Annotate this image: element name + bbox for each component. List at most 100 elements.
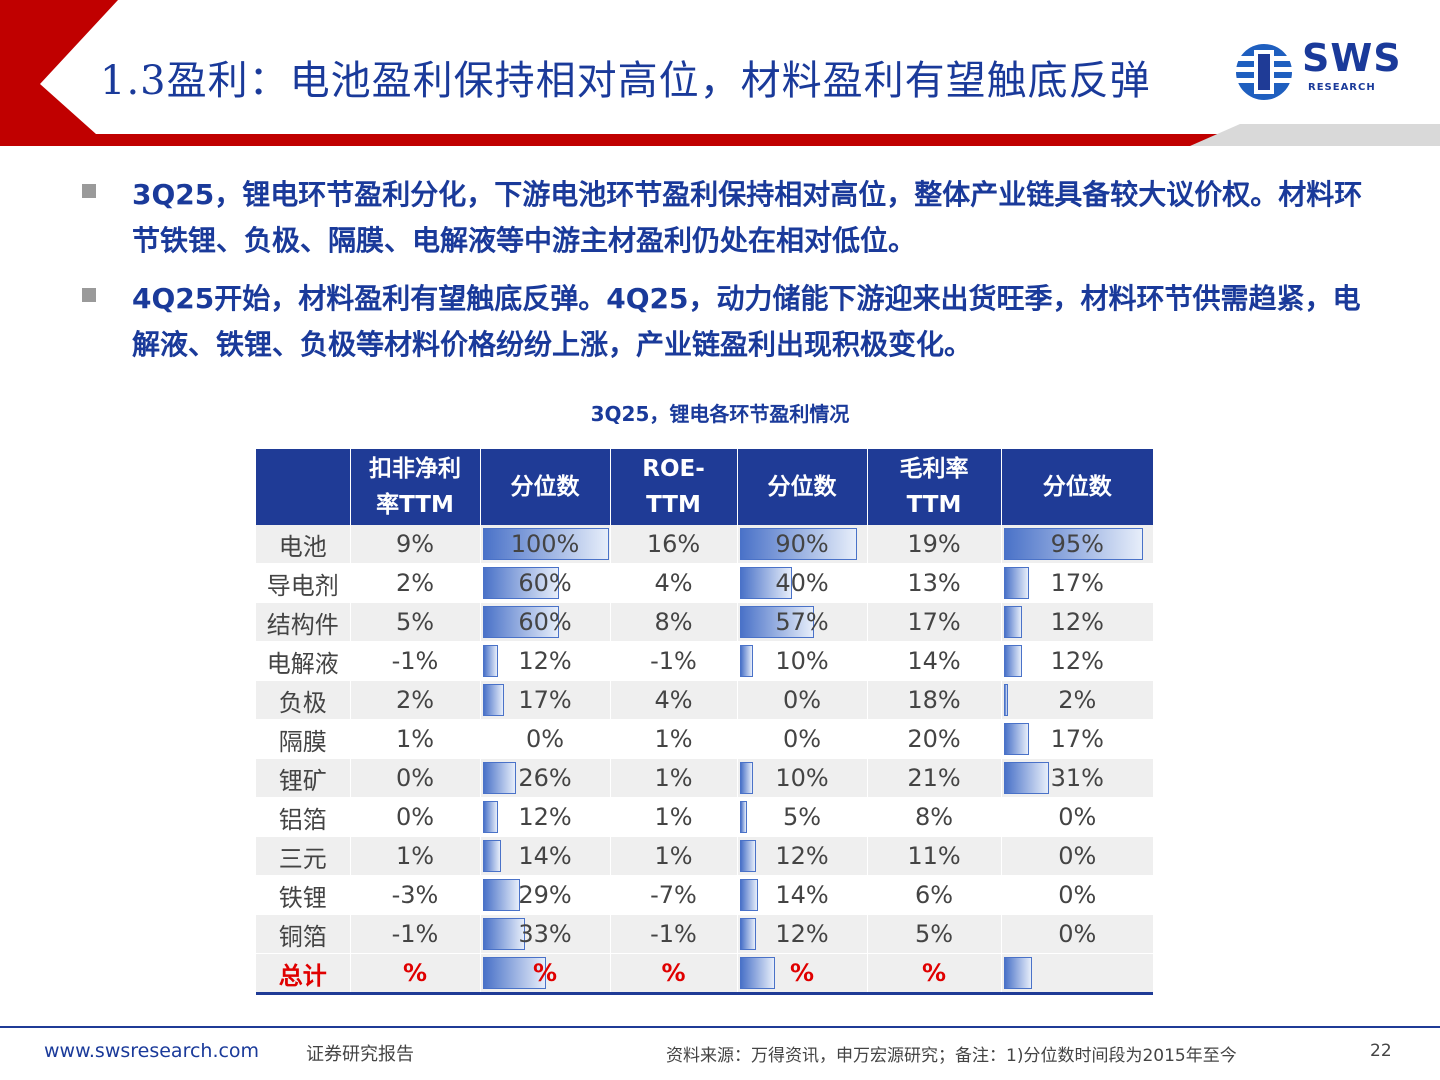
roe-cell: -1% xyxy=(609,914,737,954)
header-percentile: 分位数 xyxy=(1000,449,1153,525)
percentile-value: 12% xyxy=(518,647,572,675)
percentile-value: 0% xyxy=(1058,803,1097,831)
gross-margin-cell: 13% xyxy=(866,563,1001,603)
table-total-row: 总计%%%%% xyxy=(256,953,1153,994)
percentile-value: 12% xyxy=(775,920,829,948)
sws-logo: SWS RESEARCH xyxy=(1232,36,1412,104)
footer-url[interactable]: www.swsresearch.com xyxy=(44,1040,260,1062)
gross-margin-cell: 11% xyxy=(866,836,1001,876)
roe-percentile-cell: 90% xyxy=(736,525,867,564)
percentile-value: 17% xyxy=(1050,569,1104,597)
table-row: 锂矿 0% 26% 1% 10% 21% 31% xyxy=(256,758,1153,798)
net-profit-cell: 2% xyxy=(349,563,480,603)
table-row: 铝箔 0% 12% 1% 5% 8% 0% xyxy=(256,797,1153,837)
percentile-bar xyxy=(482,528,609,560)
gross-margin-percentile-cell: 12% xyxy=(1000,641,1153,681)
percentile-bar xyxy=(739,567,792,599)
percentile-value: 40% xyxy=(775,569,829,597)
net-profit-cell: 1% xyxy=(349,836,480,876)
percentile-bar xyxy=(739,645,753,677)
page-number: 22 xyxy=(1370,1041,1392,1061)
net-profit-cell: 1% xyxy=(349,719,480,759)
bullet-item: 3Q25，锂电环节盈利分化，下游电池环节盈利保持相对高位，整体产业链具备较大议价… xyxy=(80,172,1380,264)
percentile-value: 12% xyxy=(1050,608,1104,636)
percentile-value: 0% xyxy=(1058,881,1097,909)
gross-margin-cell: 21% xyxy=(866,758,1001,798)
percentile-value: 29% xyxy=(518,881,572,909)
gross-margin-percentile-cell: 2% xyxy=(1000,680,1153,720)
gross-margin-percentile-cell: 31% xyxy=(1000,758,1153,798)
profitability-table: 扣非净利 率TTM 分位数 ROE- TTM 分位数 毛利率 TTM 分位数 电池 9%… xyxy=(256,449,1153,995)
net-profit-percentile-cell: 0% xyxy=(479,719,610,759)
footer-divider xyxy=(0,1026,1440,1028)
net-profit-percentile-cell: 29% xyxy=(479,875,610,915)
net-profit-percentile-cell: 100% xyxy=(479,525,610,564)
gross-margin-cell: 14% xyxy=(866,641,1001,681)
percentile-bar xyxy=(482,645,498,677)
table-header-row: 扣非净利 率TTM 分位数 ROE- TTM 分位数 毛利率 TTM 分位数 xyxy=(256,449,1153,525)
percentile-value: 14% xyxy=(775,881,829,909)
percentile-bar xyxy=(1003,606,1022,638)
segment-name-cell: 电解液 xyxy=(256,641,350,681)
percentile-value: 0% xyxy=(1058,920,1097,948)
header-percentile: 分位数 xyxy=(479,449,610,525)
logo-subtext: RESEARCH xyxy=(1308,82,1376,93)
segment-name-cell: 负极 xyxy=(256,680,350,720)
percentile-bar xyxy=(1003,528,1143,560)
roe-percentile-cell: 10% xyxy=(736,641,867,681)
percentile-value: 12% xyxy=(1050,647,1104,675)
table-title: 3Q25，锂电各环节盈利情况 xyxy=(590,402,850,426)
bullet-text: 3Q25，锂电环节盈利分化，下游电池环节盈利保持相对高位，整体产业链具备较大议价… xyxy=(132,178,1363,257)
percentile-value: 0% xyxy=(782,686,822,714)
percentile-bar xyxy=(739,762,753,794)
percentile-value: 2% xyxy=(1058,686,1097,714)
roe-percentile-cell: 40% xyxy=(736,563,867,603)
percentile-value: 90% xyxy=(775,530,829,558)
gross-margin-percentile-cell: 0% xyxy=(1000,875,1153,915)
roe-percentile-cell: 5% xyxy=(736,797,867,837)
gross-margin-cell: 18% xyxy=(866,680,1001,720)
roe-cell: 1% xyxy=(609,719,737,759)
logo-globe-icon xyxy=(1236,44,1292,100)
percentile-bar xyxy=(482,567,559,599)
net-profit-cell: -1% xyxy=(349,641,480,681)
bullet-list: 3Q25，锂电环节盈利分化，下游电池环节盈利保持相对高位，整体产业链具备较大议价… xyxy=(80,172,1380,380)
net-profit-percentile-cell: 12% xyxy=(479,797,610,837)
roe-percentile-cell: 10% xyxy=(736,758,867,798)
roe-cell: 4% xyxy=(609,563,737,603)
net-profit-percentile-cell: 60% xyxy=(479,563,610,603)
percentile-value: 10% xyxy=(775,647,829,675)
gross-margin-percentile-cell: 0% xyxy=(1000,914,1153,954)
roe-cell: % xyxy=(609,953,737,994)
percentile-bar xyxy=(1003,762,1049,794)
table-row: 隔膜 1% 0% 1% 0% 20% 17% xyxy=(256,719,1153,759)
net-profit-cell: 0% xyxy=(349,797,480,837)
roe-cell: -1% xyxy=(609,641,737,681)
percentile-bar xyxy=(739,918,756,950)
net-profit-percentile-cell: 14% xyxy=(479,836,610,876)
percentile-value: 60% xyxy=(518,608,572,636)
segment-name-cell: 结构件 xyxy=(256,602,350,642)
percentile-value: 57% xyxy=(775,608,829,636)
percentile-value: 12% xyxy=(775,842,829,870)
roe-percentile-cell: 57% xyxy=(736,602,867,642)
percentile-bar xyxy=(482,879,520,911)
percentile-bar xyxy=(739,801,747,833)
roe-cell: 4% xyxy=(609,680,737,720)
percentile-bar xyxy=(1003,567,1029,599)
net-profit-percentile-cell: 26% xyxy=(479,758,610,798)
percentile-bar xyxy=(482,801,498,833)
header-net-profit: 扣非净利 率TTM xyxy=(349,449,480,525)
percentile-value: 10% xyxy=(775,764,829,792)
net-profit-cell: -1% xyxy=(349,914,480,954)
gross-margin-cell: 19% xyxy=(866,525,1001,564)
percentile-value: 60% xyxy=(518,569,572,597)
segment-name-cell: 隔膜 xyxy=(256,719,350,759)
net-profit-cell: 5% xyxy=(349,602,480,642)
roe-percentile-cell: 0% xyxy=(736,719,867,759)
gross-margin-percentile-cell: 95% xyxy=(1000,525,1153,564)
bullet-square-icon xyxy=(82,288,96,302)
roe-percentile-cell: % xyxy=(736,953,867,994)
percentile-bar xyxy=(482,957,546,989)
percentile-bar xyxy=(1003,645,1022,677)
